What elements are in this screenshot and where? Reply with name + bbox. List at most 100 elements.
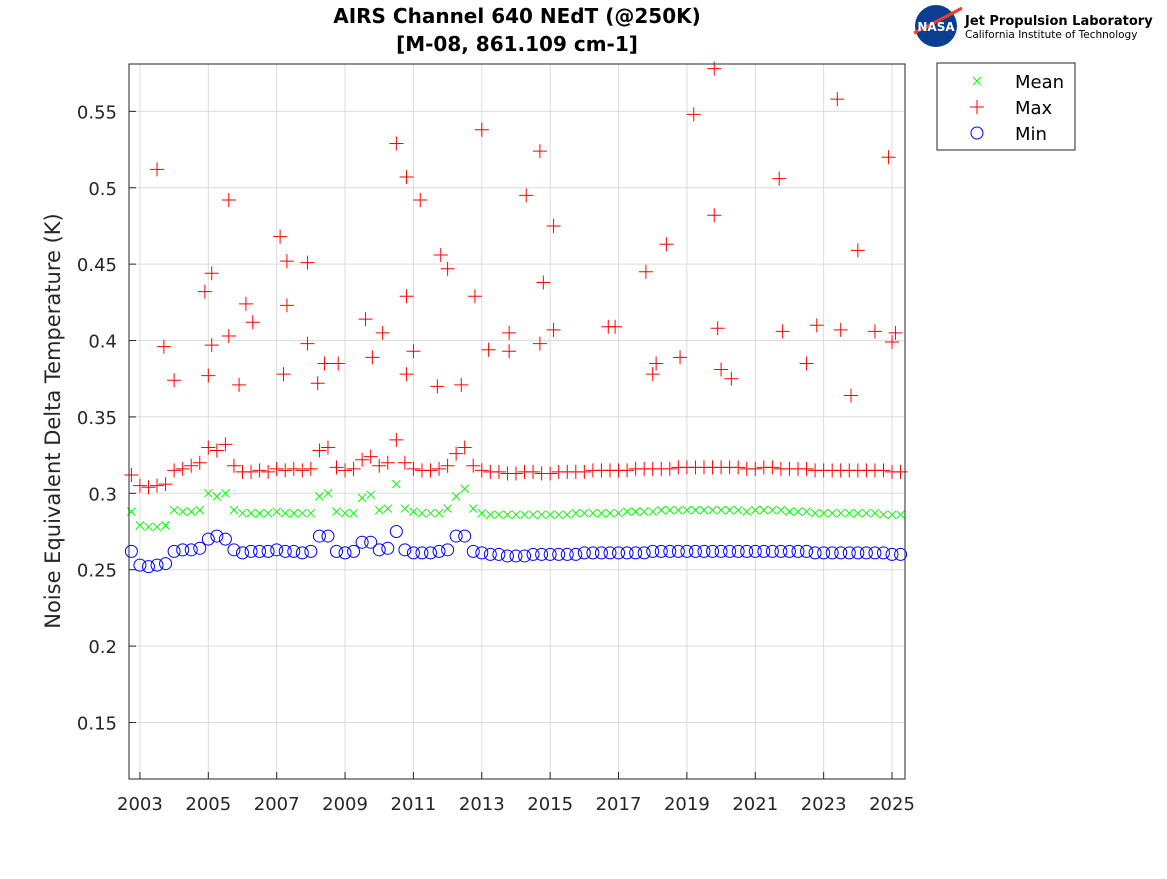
- mean-point: [597, 508, 606, 518]
- jpl-name: Jet Propulsion Laboratory: [964, 14, 1153, 29]
- min-point: [312, 529, 326, 543]
- mean-point: [648, 507, 658, 516]
- mean-point: [323, 488, 333, 498]
- max-point: [346, 461, 361, 476]
- max-point: [850, 243, 865, 258]
- min-point: [731, 544, 745, 558]
- min-point: [509, 549, 523, 563]
- max-point: [372, 458, 387, 473]
- mean-point: [520, 510, 529, 520]
- max-point: [245, 315, 260, 330]
- min-point: [227, 543, 241, 557]
- min-point: [159, 557, 173, 571]
- mean-point: [340, 508, 350, 518]
- min-point: [441, 543, 455, 557]
- x-tick-label: 2011: [391, 794, 437, 815]
- max-point: [731, 460, 746, 475]
- max-point: [320, 440, 335, 455]
- max-point: [406, 344, 421, 359]
- min-point: [321, 529, 335, 543]
- max-point: [261, 464, 276, 479]
- min-point: [774, 544, 788, 558]
- min-point: [466, 544, 480, 558]
- mean-point: [460, 484, 470, 494]
- max-point: [312, 443, 327, 458]
- min-point: [364, 535, 378, 549]
- max-point: [295, 463, 310, 478]
- min-point: [748, 544, 762, 558]
- min-point: [577, 546, 591, 560]
- min-point: [475, 546, 489, 560]
- max-point: [474, 122, 489, 137]
- min-point: [560, 547, 574, 561]
- min-point: [398, 543, 412, 557]
- max-point: [881, 150, 896, 165]
- mean-point: [879, 510, 888, 520]
- max-point: [466, 458, 481, 473]
- min-point: [586, 546, 600, 560]
- min-point: [894, 547, 908, 561]
- max-point: [238, 296, 253, 311]
- min-point: [338, 546, 352, 560]
- y-tick-label: 0.4: [88, 332, 117, 353]
- max-point: [673, 350, 688, 365]
- max-point: [389, 432, 404, 447]
- mean-point: [528, 510, 538, 520]
- max-point: [273, 229, 288, 244]
- min-point: [552, 547, 566, 561]
- max-point: [714, 362, 729, 377]
- max-point: [454, 377, 469, 392]
- min-point: [201, 532, 215, 546]
- jpl-logo: NASA Jet Propulsion Laboratory Californi…: [913, 5, 1153, 47]
- jpl-subtitle: California Institute of Technology: [965, 29, 1137, 41]
- max-point: [244, 464, 259, 479]
- max-point: [406, 461, 421, 476]
- min-point: [594, 546, 608, 560]
- x-tick-label: 2015: [527, 794, 573, 815]
- mean-point: [844, 508, 854, 518]
- y-tick-label: 0.3: [88, 484, 117, 505]
- min-point: [834, 546, 848, 560]
- max-point: [491, 464, 506, 479]
- max-point: [303, 461, 318, 476]
- tick-labels: 2003 2005 2007 2009 2011 2013 2015 2017 2019 2021…: [77, 102, 915, 815]
- max-point: [300, 336, 315, 351]
- max-point: [885, 335, 900, 350]
- min-point: [287, 544, 301, 558]
- mean-point: [229, 505, 239, 515]
- y-axis-label: Noise Equivalent Delta Temperature (K): [41, 213, 65, 629]
- x-tick-label: 2013: [459, 794, 505, 815]
- min-point: [372, 543, 386, 557]
- min-point: [868, 546, 882, 560]
- x-tick-label: 2017: [596, 794, 642, 815]
- max-point: [269, 461, 284, 476]
- data-marks: [124, 61, 908, 574]
- max-point: [167, 463, 182, 478]
- min-point: [141, 560, 155, 574]
- mean-point: [639, 507, 649, 516]
- max-point: [876, 463, 891, 478]
- legend-marker-min: [970, 126, 984, 140]
- min-point: [406, 546, 420, 560]
- min-point: [347, 544, 361, 558]
- x-tick-label: 2023: [801, 794, 847, 815]
- max-point: [338, 463, 353, 478]
- min-point: [825, 546, 839, 560]
- mean-point: [178, 507, 188, 516]
- mean-point: [691, 505, 700, 515]
- min-point: [706, 544, 720, 558]
- mean-point: [366, 490, 376, 500]
- min-point: [355, 535, 369, 549]
- max-point: [279, 298, 294, 313]
- max-point: [724, 371, 739, 386]
- max-point: [546, 218, 561, 233]
- mean-point: [682, 505, 692, 515]
- min-point: [859, 546, 873, 560]
- max-point: [175, 461, 190, 476]
- max-point: [141, 480, 156, 495]
- mean-point: [699, 505, 709, 515]
- mean-point: [186, 507, 196, 516]
- mean-point: [896, 510, 905, 520]
- min-point: [133, 558, 147, 572]
